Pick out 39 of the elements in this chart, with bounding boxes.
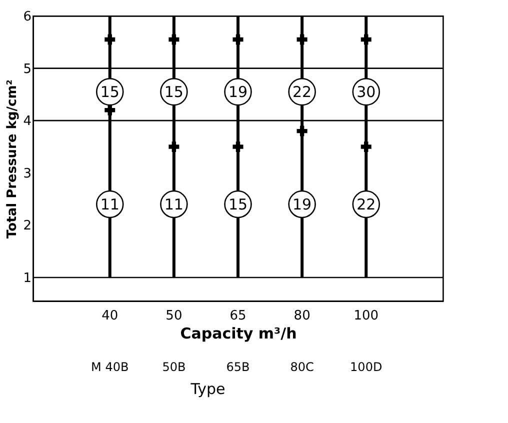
point (104, 34, 116, 45)
y-tick-label: 6 (23, 10, 32, 24)
x-tick-label: 50 (166, 308, 182, 324)
point (296, 34, 308, 45)
annotation: 30 (356, 82, 376, 101)
annotation: 19 (292, 195, 312, 214)
point (104, 104, 116, 116)
y-tick-label: 5 (23, 62, 32, 77)
annotation: 11 (164, 195, 184, 214)
annotation: 15 (164, 82, 184, 101)
annotation: 15 (228, 195, 248, 214)
y-tick-label: 3 (23, 166, 32, 182)
x-tick-label: 80 (294, 308, 310, 324)
annotation: 11 (100, 195, 120, 214)
x-tick-label: 40 (102, 308, 118, 324)
text: Type (190, 380, 226, 398)
text: 100D (350, 360, 382, 374)
point (168, 34, 180, 45)
text: 50B (162, 360, 186, 374)
annotation: 19 (228, 82, 248, 101)
point (360, 34, 372, 45)
point (360, 141, 372, 152)
text: 65B (226, 360, 250, 374)
x-axis-title: Capacity m³/h (180, 324, 297, 342)
annotation: 22 (292, 82, 312, 101)
y-tick-label: 1 (23, 270, 32, 286)
point (232, 141, 244, 152)
x-tick-label: 65 (230, 308, 246, 324)
point (232, 34, 244, 45)
y-tick-label: 2 (23, 218, 32, 234)
y-axis-title: Total Pressure kg/cm² (5, 80, 20, 238)
annotation: 15 (100, 82, 120, 101)
point (296, 126, 308, 136)
y-tick-label: 4 (23, 114, 32, 130)
x-tick-label: 100 (354, 308, 379, 324)
point (168, 141, 180, 152)
annotation: 22 (356, 195, 376, 214)
text: 80C (290, 360, 314, 374)
text: M 40B (91, 360, 129, 374)
